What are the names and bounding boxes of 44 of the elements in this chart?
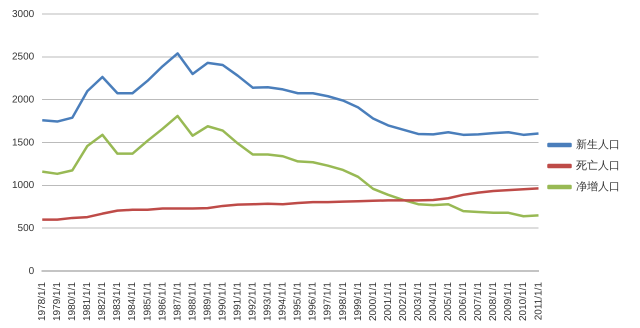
y-tick-label: 2000 [12, 94, 35, 106]
legend-label: 新生人口 [576, 138, 620, 151]
x-tick-label: 2011/1/1 [533, 282, 544, 320]
legend-label: 死亡人口 [576, 158, 620, 172]
x-tick-label: 1993/1/1 [262, 282, 274, 322]
x-tick-label: 1986/1/1 [157, 282, 168, 322]
x-tick-label: 2000/1/1 [368, 282, 379, 322]
x-tick-label: 2006/1/1 [458, 282, 470, 322]
x-tick-label: 2003/1/1 [412, 282, 424, 322]
x-tick-label: 1997/1/1 [322, 282, 334, 322]
x-tick-label: 1982/1/1 [97, 282, 108, 322]
x-tick-label: 1998/1/1 [338, 282, 349, 322]
y-tick-label: 500 [18, 222, 35, 234]
x-tick-label: 1978/1/1 [36, 282, 48, 322]
x-tick-label: 2008/1/1 [488, 282, 500, 322]
x-tick-label: 1987/1/1 [172, 282, 184, 322]
x-tick-label: 1988/1/1 [187, 282, 198, 322]
x-tick-label: 2002/1/1 [398, 282, 409, 322]
x-tick-label: 1979/1/1 [52, 282, 64, 322]
y-tick-label: 0 [28, 266, 35, 277]
legend-label: 净增人口 [576, 180, 620, 193]
x-tick-label: 1999/1/1 [352, 282, 364, 322]
x-tick-label: 1983/1/1 [112, 282, 124, 322]
y-tick-label: 1000 [12, 180, 35, 192]
x-tick-label: 1996/1/1 [308, 282, 319, 322]
x-tick-label: 1984/1/1 [127, 282, 138, 322]
x-tick-label: 2009/1/1 [503, 282, 514, 322]
y-tick-label: 1500 [12, 137, 35, 148]
x-tick-label: 2010/1/1 [518, 282, 530, 322]
x-tick-label: 1989/1/1 [202, 282, 214, 322]
x-tick-label: 1980/1/1 [67, 282, 78, 322]
x-tick-label: 1990/1/1 [217, 282, 228, 322]
x-tick-label: 1981/1/1 [82, 282, 94, 322]
x-tick-label: 2004/1/1 [428, 282, 439, 322]
y-tick-label: 2500 [12, 52, 35, 63]
x-tick-label: 1995/1/1 [292, 282, 304, 322]
x-tick-label: 1991/1/1 [232, 282, 244, 322]
x-tick-label: 2001/1/1 [382, 282, 394, 322]
x-tick-label: 1992/1/1 [248, 282, 259, 322]
y-tick-label: 3000 [12, 8, 35, 20]
x-tick-label: 2005/1/1 [443, 282, 454, 322]
x-tick-label: 1985/1/1 [142, 282, 154, 322]
x-tick-label: 1994/1/1 [278, 282, 289, 322]
x-tick-label: 2007/1/1 [473, 282, 484, 322]
